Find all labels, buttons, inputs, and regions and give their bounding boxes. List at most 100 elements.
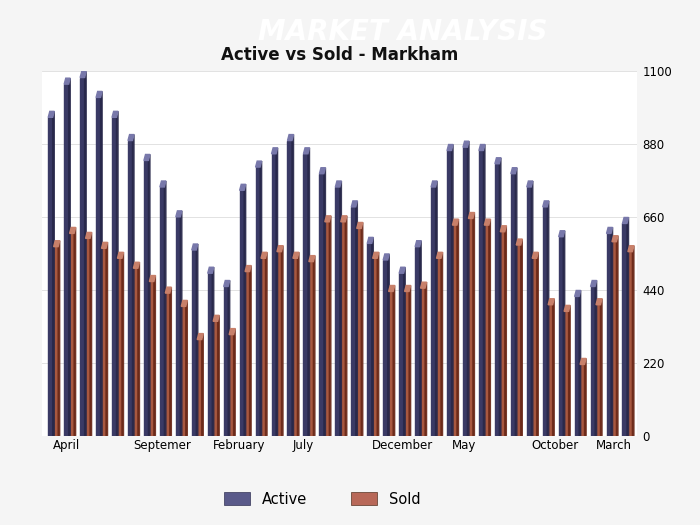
Bar [165, 293, 170, 436]
Polygon shape [527, 181, 533, 187]
Polygon shape [85, 71, 86, 436]
Polygon shape [579, 290, 581, 436]
Polygon shape [617, 236, 618, 436]
Bar [192, 250, 196, 436]
Bar [48, 117, 52, 436]
Polygon shape [404, 267, 405, 436]
Bar [495, 164, 499, 436]
Polygon shape [511, 167, 517, 174]
Polygon shape [383, 254, 389, 260]
Polygon shape [149, 276, 155, 281]
Bar [335, 187, 340, 436]
Bar [500, 232, 505, 436]
Polygon shape [532, 253, 538, 258]
Polygon shape [612, 236, 618, 242]
Polygon shape [186, 300, 188, 436]
Bar [389, 291, 393, 436]
Bar [309, 261, 314, 436]
Polygon shape [564, 306, 570, 311]
Polygon shape [409, 286, 411, 436]
Polygon shape [457, 219, 458, 436]
Polygon shape [261, 253, 267, 258]
Polygon shape [521, 239, 522, 436]
Polygon shape [208, 267, 213, 273]
Polygon shape [69, 227, 76, 234]
Bar [511, 174, 515, 436]
Polygon shape [244, 184, 246, 436]
Title: Active vs Sold - Markham: Active vs Sold - Markham [220, 46, 458, 64]
Polygon shape [515, 167, 517, 436]
Polygon shape [85, 233, 92, 238]
Polygon shape [325, 216, 331, 222]
Polygon shape [118, 253, 123, 258]
Bar [224, 287, 228, 436]
Polygon shape [499, 158, 501, 436]
Bar [463, 147, 468, 436]
Polygon shape [372, 237, 373, 436]
Polygon shape [435, 181, 437, 436]
Polygon shape [277, 246, 283, 251]
Bar [368, 244, 372, 436]
Bar [580, 364, 584, 436]
Polygon shape [164, 181, 166, 436]
Bar [325, 222, 329, 436]
Polygon shape [293, 253, 299, 258]
Polygon shape [154, 276, 155, 436]
Polygon shape [495, 158, 501, 164]
Bar [272, 154, 276, 436]
Polygon shape [245, 266, 251, 271]
Polygon shape [580, 359, 586, 364]
Polygon shape [452, 144, 453, 436]
Bar [341, 222, 345, 436]
Bar [134, 268, 138, 436]
Polygon shape [340, 181, 342, 436]
Polygon shape [260, 161, 262, 436]
Polygon shape [563, 231, 565, 436]
Bar [516, 245, 521, 436]
Polygon shape [102, 243, 108, 248]
Bar [628, 251, 632, 436]
Polygon shape [393, 286, 395, 436]
Polygon shape [314, 256, 315, 436]
Bar [479, 151, 484, 436]
Bar [399, 273, 404, 436]
Bar [288, 141, 292, 436]
Bar [372, 258, 377, 436]
Polygon shape [356, 201, 358, 436]
Polygon shape [468, 213, 475, 218]
Polygon shape [54, 240, 60, 247]
Polygon shape [484, 219, 491, 225]
Polygon shape [90, 233, 92, 436]
Polygon shape [101, 91, 102, 436]
Polygon shape [335, 181, 342, 187]
Polygon shape [228, 280, 230, 436]
Polygon shape [531, 181, 533, 436]
Bar [96, 98, 101, 436]
Polygon shape [479, 144, 485, 151]
Bar [181, 307, 186, 436]
Bar [351, 207, 356, 436]
Polygon shape [516, 239, 522, 245]
Polygon shape [437, 253, 442, 258]
Polygon shape [452, 219, 458, 225]
Bar [431, 187, 435, 436]
Bar [622, 224, 627, 436]
Polygon shape [308, 148, 309, 436]
Bar [383, 260, 388, 436]
Polygon shape [128, 134, 134, 141]
Polygon shape [601, 299, 602, 436]
Polygon shape [405, 286, 411, 291]
Bar [54, 247, 58, 436]
Polygon shape [345, 216, 346, 436]
Polygon shape [632, 246, 634, 436]
Polygon shape [138, 262, 139, 436]
Polygon shape [309, 256, 315, 261]
Polygon shape [319, 167, 326, 174]
Polygon shape [425, 282, 426, 436]
Polygon shape [377, 253, 379, 436]
Polygon shape [627, 217, 629, 436]
Bar [612, 242, 617, 436]
Polygon shape [132, 134, 134, 436]
Polygon shape [389, 286, 395, 291]
Polygon shape [165, 287, 172, 293]
